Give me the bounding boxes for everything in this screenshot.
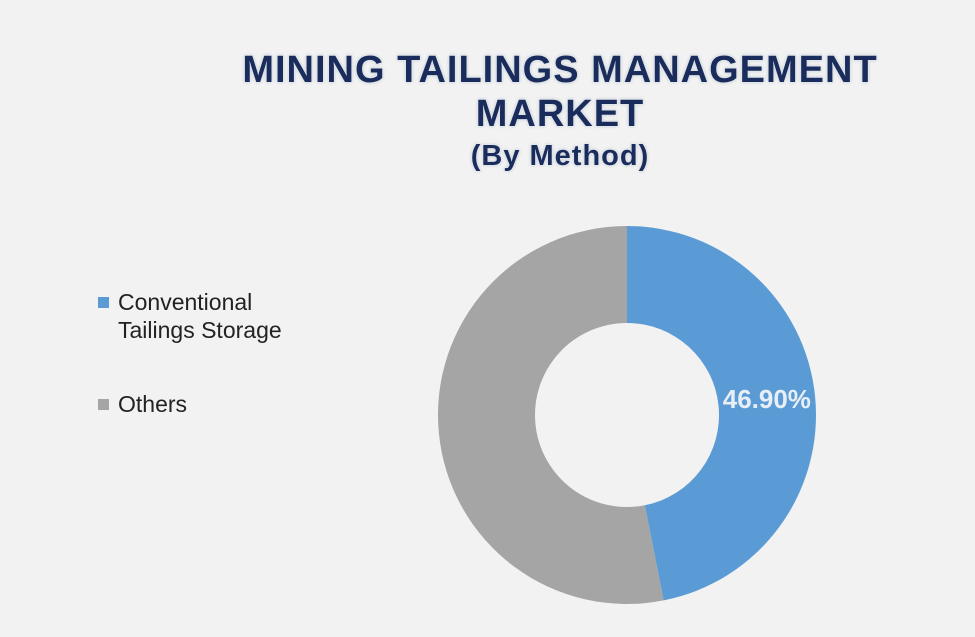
legend-swatch <box>98 399 109 410</box>
donut-slice <box>627 226 816 601</box>
data-label: 46.90% <box>723 384 811 414</box>
donut-slice <box>437 226 664 604</box>
chart-title: MINING TAILINGS MANAGEMENT MARKET <box>242 49 878 135</box>
legend-item: Others <box>98 390 328 418</box>
legend-label: Others <box>118 391 188 417</box>
legend-swatch <box>98 297 109 308</box>
legend: Conventional Tailings Storage Others <box>98 288 328 464</box>
legend-label: Conventional Tailings Storage <box>118 289 282 343</box>
legend-item: Conventional Tailings Storage <box>98 288 328 344</box>
chart-subtitle: (By Method) <box>470 140 650 172</box>
